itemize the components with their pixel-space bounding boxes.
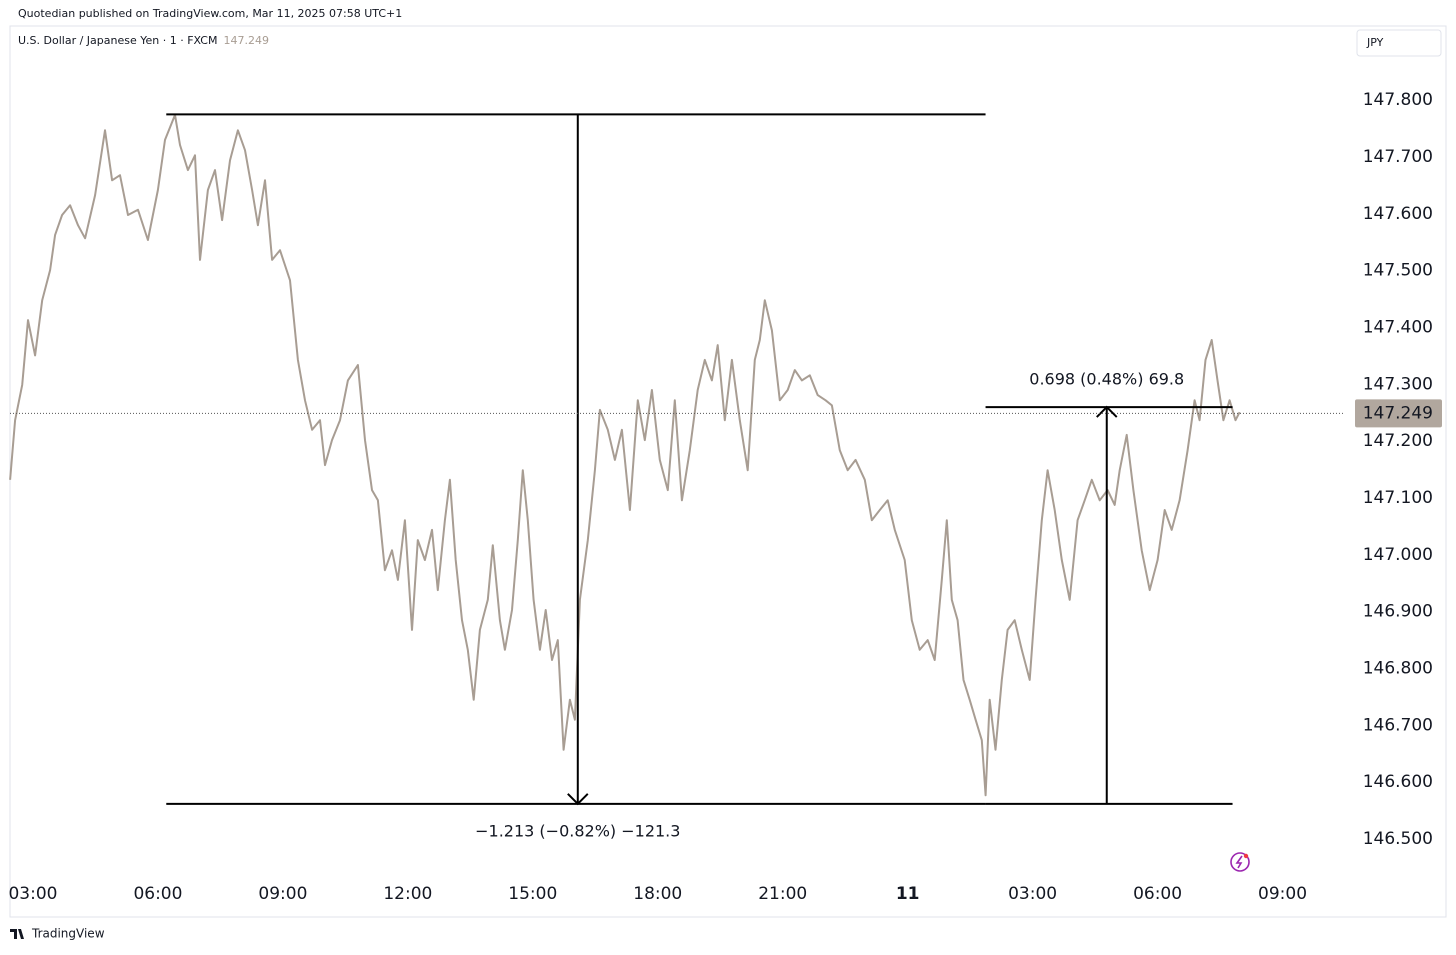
- x-tick-label: 06:00: [1133, 884, 1182, 904]
- y-tick-label: 147.200: [1363, 431, 1433, 451]
- y-tick-label: 147.500: [1363, 261, 1433, 281]
- arrow-head: [1096, 405, 1118, 418]
- y-tick-label: 147.800: [1363, 90, 1433, 110]
- logo-mark: [10, 929, 24, 939]
- y-tick-label: 146.500: [1363, 829, 1433, 849]
- x-tick-label: 03:00: [8, 884, 57, 904]
- publisher: Quotedian published on TradingView.com, …: [18, 7, 402, 20]
- y-tick-label: 147.600: [1363, 204, 1433, 224]
- brand: TradingView: [31, 927, 105, 941]
- y-tick-label: 146.800: [1363, 659, 1433, 679]
- x-tick-label: 03:00: [1008, 884, 1057, 904]
- x-tick-label: 09:00: [1258, 884, 1307, 904]
- y-tick-label: 147.400: [1363, 318, 1433, 338]
- icon-bolt: [1235, 855, 1243, 869]
- x-tick-label: 12:00: [383, 884, 432, 904]
- header-price: 147.249: [223, 34, 269, 47]
- arrow-head: [567, 793, 589, 806]
- measure-label: 0.698 (0.48%) 69.8: [1029, 370, 1184, 389]
- brand-logo: [10, 929, 24, 939]
- x-tick-label: 06:00: [133, 884, 182, 904]
- icon-ring: [1230, 852, 1250, 872]
- currency-box[interactable]: [1356, 29, 1442, 57]
- currency: JPY: [1366, 36, 1384, 49]
- x-tick-label: 09:00: [258, 884, 307, 904]
- symbol-title: U.S. Dollar / Japanese Yen · 1 · FXCM: [18, 34, 217, 47]
- measure-label: −1.213 (−0.82%) −121.3: [475, 821, 680, 840]
- x-tick-label: 21:00: [758, 884, 807, 904]
- y-tick-label: 146.700: [1363, 715, 1433, 735]
- x-tick-label: 11: [896, 884, 920, 904]
- lightning-icon[interactable]: [1230, 852, 1250, 872]
- last-price-tag: [1355, 399, 1442, 428]
- y-tick-label: 147.700: [1363, 147, 1433, 167]
- y-tick-label: 147.100: [1363, 488, 1433, 508]
- y-tick-label: 146.900: [1363, 602, 1433, 622]
- last-price-label: 147.249: [1363, 403, 1433, 423]
- y-tick-label: 147.000: [1363, 545, 1433, 565]
- icon-dot: [1243, 853, 1249, 859]
- y-tick-label: 146.600: [1363, 772, 1433, 792]
- x-tick-label: 18:00: [633, 884, 682, 904]
- y-tick-label: 147.300: [1363, 374, 1433, 394]
- x-tick-label: 15:00: [508, 884, 557, 904]
- price-line: [9, 113, 1241, 797]
